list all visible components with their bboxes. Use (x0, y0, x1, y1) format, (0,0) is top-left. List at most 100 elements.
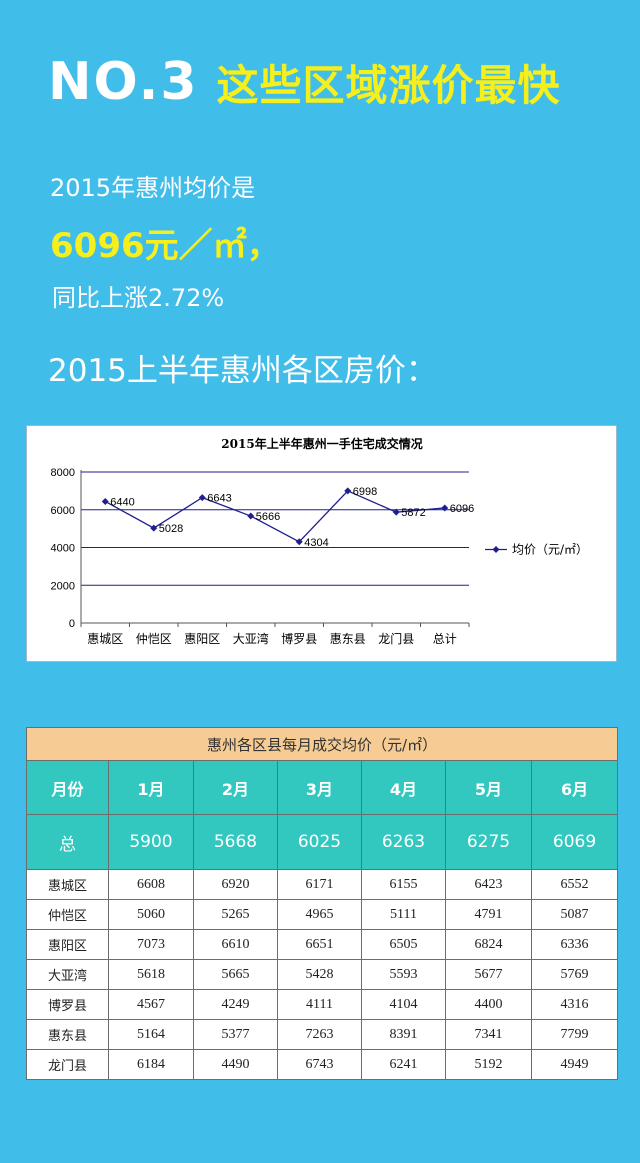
section-number: NO.3 (48, 52, 199, 112)
price-cell: 5677 (445, 959, 532, 990)
table-total-cell: 6025 (277, 814, 362, 870)
district-name-cell: 惠东县 (26, 1019, 109, 1050)
legend-label: 均价（元/㎡） (512, 543, 588, 557)
price-cell: 6171 (277, 869, 362, 900)
price-cell: 6608 (108, 869, 194, 900)
y-tick-label: 8000 (51, 467, 75, 479)
price-cell: 4949 (530, 1049, 619, 1080)
price-cell: 4791 (445, 899, 532, 930)
table-total-cell: 5900 (108, 814, 194, 870)
data-point (295, 538, 303, 546)
price-cell: 5665 (193, 959, 278, 990)
price-cell: 5618 (108, 959, 194, 990)
price-cell: 4490 (193, 1049, 278, 1080)
x-tick-label: 惠城区 (87, 632, 123, 646)
table-header-row: 月份 1月 2月 3月 4月 5月 6月 (26, 760, 619, 815)
price-cell: 6336 (530, 929, 619, 960)
price-cell: 6743 (277, 1049, 362, 1080)
y-tick-label: 6000 (51, 505, 75, 517)
data-label: 5872 (401, 507, 425, 519)
price-cell: 6610 (193, 929, 278, 960)
legend-marker (492, 546, 500, 553)
price-cell: 6651 (277, 929, 362, 960)
price-cell: 4104 (361, 989, 446, 1020)
monthly-price-table: 惠州各区县每月成交均价（元/㎡） 月份 1月 2月 3月 4月 5月 6月总 5900 5668 6… (25, 727, 619, 1080)
data-label: 6096 (450, 503, 474, 515)
price-cell: 6423 (445, 869, 532, 900)
table-caption-row: 惠州各区县每月成交均价（元/㎡） (25, 727, 619, 761)
price-cell: 4249 (193, 989, 278, 1020)
data-point (392, 508, 400, 516)
x-tick-label: 惠阳区 (184, 632, 220, 646)
series-line (104, 490, 445, 543)
table-row: 惠东县 5164 5377 7263 8391 7341 7799 (26, 1019, 619, 1050)
table-row: 龙门县 6184 4490 6743 6241 5192 4949 (26, 1049, 619, 1080)
table-header-cell: 月份 (26, 760, 109, 815)
price-cell: 6155 (361, 869, 446, 900)
district-name-cell: 龙门县 (26, 1049, 109, 1080)
table-header-cell: 6月 (530, 760, 619, 815)
district-name-cell: 仲恺区 (26, 899, 109, 930)
section-subtitle: 2015上半年惠州各区房价： (48, 353, 437, 389)
table-header-cell: 3月 (277, 760, 362, 815)
y-tick-label: 0 (69, 618, 75, 630)
intro-text: 2015年惠州均价是 (50, 174, 256, 202)
table-header-cell: 4月 (361, 760, 446, 815)
table-header-cell: 1月 (108, 760, 194, 815)
price-cell: 6241 (361, 1049, 446, 1080)
chart-title: 2015年上半年惠州一手住宅成交情况 (221, 436, 422, 451)
price-cell: 7073 (108, 929, 194, 960)
price-cell: 5428 (277, 959, 362, 990)
data-label: 6440 (110, 496, 134, 508)
price-cell: 4567 (108, 989, 194, 1020)
data-label: 4304 (304, 537, 328, 549)
data-point (101, 497, 109, 505)
district-name-cell: 惠阳区 (26, 929, 109, 960)
line-chart-svg: 2015年上半年惠州一手住宅成交情况 0 2000 4000 6000 8000 惠城区 仲恺… (51, 436, 589, 646)
data-point (150, 524, 158, 532)
price-cell: 5192 (445, 1049, 532, 1080)
average-price: 6096元／㎡， (50, 226, 281, 266)
section-headline: 这些区域涨价最快 (216, 60, 561, 110)
table-header-cell: 2月 (193, 760, 278, 815)
price-cell: 4316 (530, 989, 619, 1020)
data-label: 5666 (256, 511, 280, 523)
price-cell: 6824 (445, 929, 532, 960)
data-point (247, 512, 255, 520)
x-tick-label: 惠东县 (330, 632, 366, 646)
district-price-chart: 2015年上半年惠州一手住宅成交情况 0 2000 4000 6000 8000 惠城区 仲恺… (26, 425, 617, 662)
table-total-cell: 6069 (530, 814, 619, 870)
price-cell: 8391 (361, 1019, 446, 1050)
district-name-cell: 惠城区 (26, 869, 109, 900)
table-row: 仲恺区 5060 5265 4965 5111 4791 5087 (26, 899, 619, 930)
page-header: NO.3 这些区域涨价最快 (48, 50, 561, 114)
price-cell: 7341 (445, 1019, 532, 1050)
x-tick-label: 大亚湾 (233, 631, 269, 646)
table-header-cell: 5月 (445, 760, 532, 815)
table-total-cell: 总 (26, 814, 109, 870)
y-tick-label: 4000 (51, 543, 75, 555)
data-label: 6998 (353, 486, 377, 498)
price-cell: 4400 (445, 989, 532, 1020)
x-tick-label: 博罗县 (281, 631, 317, 646)
data-point (441, 504, 449, 512)
data-point (198, 494, 206, 502)
price-cell: 5265 (193, 899, 278, 930)
table-row: 博罗县 4567 4249 4111 4104 4400 4316 (26, 989, 619, 1020)
price-cell: 5769 (530, 959, 619, 990)
table-row: 惠城区 6608 6920 6171 6155 6423 6552 (26, 869, 619, 900)
district-name-cell: 大亚湾 (26, 959, 109, 990)
x-tick-label: 龙门县 (378, 631, 414, 646)
table-total-cell: 5668 (193, 814, 278, 870)
data-point (344, 487, 352, 495)
table-caption: 惠州各区县每月成交均价（元/㎡） (25, 727, 619, 761)
price-cell: 6552 (530, 869, 619, 900)
price-cell: 6920 (193, 869, 278, 900)
table-total-cell: 6263 (361, 814, 446, 870)
price-cell: 7799 (530, 1019, 619, 1050)
table-total-cell: 6275 (445, 814, 532, 870)
price-cell: 5060 (108, 899, 194, 930)
price-cell: 4111 (277, 989, 362, 1020)
table-total-row: 总 5900 5668 6025 6263 6275 6069 (26, 814, 619, 870)
price-cell: 5087 (530, 899, 619, 930)
